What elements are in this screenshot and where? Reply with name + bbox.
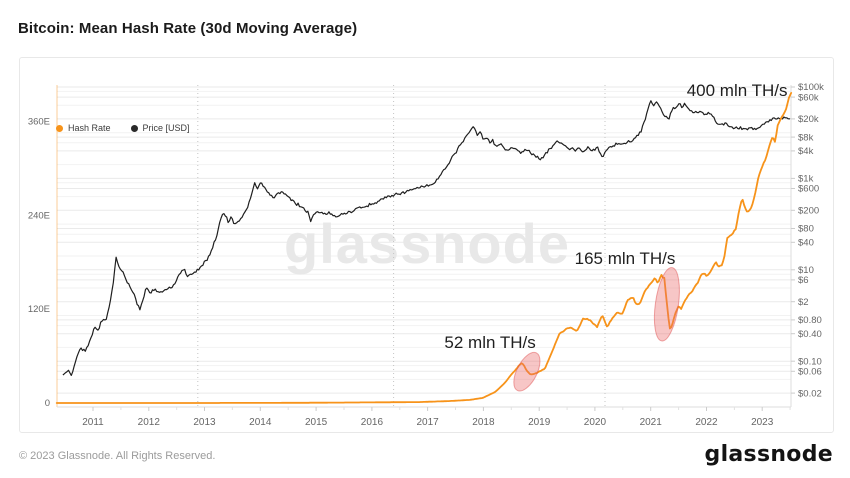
- price-axis-label: $80: [798, 224, 814, 235]
- chart-card: Hash Rate Price [USD]: [19, 57, 834, 433]
- plot-borders: [56, 85, 792, 408]
- legend-item-price-usd[interactable]: Price [USD]: [130, 123, 190, 133]
- year-axis-label: 2011: [82, 417, 104, 428]
- price-axis-label: $100k: [798, 82, 824, 93]
- year-axis-label: 2015: [305, 417, 328, 428]
- copyright-text: © 2023 Glassnode. All Rights Reserved.: [19, 450, 216, 462]
- price-axis-label: $40: [798, 238, 814, 249]
- price-axis-label: $60k: [798, 92, 819, 103]
- price-axis-label: $0.02: [798, 388, 822, 399]
- hash-axis-label: 360E: [28, 116, 50, 127]
- legend-dot-icon: [130, 124, 138, 132]
- year-axis-label: 2016: [361, 417, 384, 428]
- price-axis-label: $10: [798, 265, 814, 276]
- page-title: Bitcoin: Mean Hash Rate (30d Moving Aver…: [18, 20, 358, 37]
- price-axis-label: $200: [798, 206, 819, 217]
- price-axis-label: $20k: [798, 114, 819, 125]
- annotation-label: 165 mln TH/s: [575, 249, 676, 268]
- year-axis-label: 2021: [640, 417, 663, 428]
- chart-legend: Hash Rate Price [USD]: [56, 123, 190, 133]
- price-axis-label: $1k: [798, 174, 814, 185]
- price-gridlines: [57, 86, 791, 394]
- highlight-ellipse: [653, 267, 680, 342]
- price-axis-label: $0.10: [798, 356, 822, 367]
- axis-labels: $100k$60k$20k$8k$4k$1k$600$200$80$40$10$…: [28, 82, 824, 428]
- annotation-label: 52 mln TH/s: [444, 333, 535, 352]
- annotations: 52 mln TH/s 165 mln TH/s 400 mln TH/s: [444, 81, 787, 352]
- price-axis-label: $8k: [798, 132, 814, 143]
- legend-item-hash-rate[interactable]: Hash Rate: [56, 123, 111, 133]
- price-axis-label: $0.40: [798, 329, 822, 340]
- price-axis-label: $0.06: [798, 367, 822, 378]
- year-axis-label: 2014: [249, 417, 272, 428]
- year-axis-label: 2022: [695, 417, 718, 428]
- highlight-ellipse: [513, 351, 541, 392]
- price-line: [62, 100, 791, 376]
- highlight-ellipses: [513, 267, 680, 392]
- price-axis-label: $0.80: [798, 315, 822, 326]
- halving-dotted-lines: [197, 85, 606, 407]
- year-axis-label: 2013: [193, 417, 216, 428]
- year-axis-label: 2017: [416, 417, 439, 428]
- year-axis-label: 2019: [528, 417, 551, 428]
- legend-label: Hash Rate: [68, 123, 111, 133]
- annotation-label: 400 mln TH/s: [687, 81, 788, 100]
- price-axis-label: $600: [798, 184, 819, 195]
- year-axis-label: 2012: [138, 417, 161, 428]
- watermark-text: glassnode: [284, 212, 570, 275]
- price-axis-label: $2: [798, 297, 809, 308]
- hash-rate-line: [55, 92, 793, 404]
- year-axis-label: 2018: [472, 417, 495, 428]
- glassnode-logo: glassnode: [704, 442, 833, 467]
- hash-axis-label: 0: [45, 398, 50, 409]
- price-axis-label: $4k: [798, 146, 814, 157]
- legend-label: Price [USD]: [142, 123, 190, 133]
- hash-axis-label: 240E: [28, 210, 50, 221]
- legend-dot-icon: [56, 124, 63, 132]
- year-axis-label: 2023: [751, 417, 774, 428]
- price-axis-label: $6: [798, 275, 809, 286]
- series-lines: [55, 92, 793, 404]
- year-axis-label: 2020: [584, 417, 607, 428]
- hash-axis-label: 120E: [28, 304, 50, 315]
